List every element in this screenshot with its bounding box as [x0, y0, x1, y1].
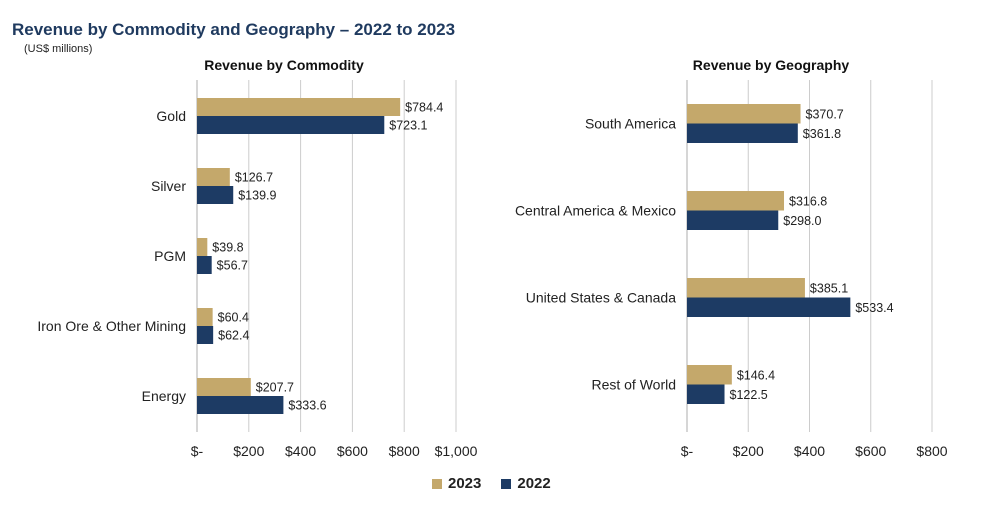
data-label: $533.4: [855, 301, 893, 315]
data-label: $385.1: [810, 281, 848, 295]
data-label: $784.4: [405, 101, 443, 115]
data-label: $60.4: [218, 311, 249, 325]
data-label: $56.7: [217, 259, 248, 273]
data-label: $126.7: [235, 171, 273, 185]
legend-label-2023: 2023: [448, 475, 482, 492]
data-label: $370.7: [806, 107, 844, 121]
legend-swatch-2023: [432, 478, 442, 489]
category-label: United States & Canada: [526, 290, 676, 306]
bar-2022: [687, 384, 725, 404]
category-label: Rest of World: [591, 377, 676, 393]
page-title: Revenue by Commodity and Geography – 202…: [12, 20, 456, 39]
bar-2023: [687, 278, 805, 298]
x-tick-label: $-: [681, 443, 694, 459]
bar-2023: [687, 365, 732, 385]
bar-2022: [687, 297, 851, 317]
bar-2023: [197, 238, 208, 256]
data-label: $361.8: [803, 127, 841, 141]
data-label: $207.7: [256, 381, 294, 395]
x-tick-label: $200: [733, 443, 764, 459]
data-label: $39.8: [212, 241, 243, 255]
bar-2022: [687, 123, 798, 143]
chart-title: Revenue by Commodity: [204, 57, 364, 73]
data-label: $316.8: [789, 194, 827, 208]
bar-2022: [687, 210, 779, 230]
bar-2023: [197, 308, 213, 326]
bar-2023: [687, 104, 801, 124]
category-label: Gold: [156, 108, 186, 124]
legend-swatch-2022: [501, 478, 512, 489]
category-label: Energy: [142, 388, 186, 404]
category-label: Iron Ore & Other Mining: [37, 318, 186, 334]
x-tick-label: $600: [337, 443, 368, 459]
x-tick-label: $400: [285, 443, 316, 459]
bar-2022: [197, 256, 212, 274]
bar-2023: [687, 191, 785, 211]
bar-2022: [197, 186, 234, 204]
data-label: $62.4: [218, 329, 249, 343]
page-subtitle: (US$ millions): [24, 43, 93, 55]
x-tick-label: $400: [794, 443, 825, 459]
legend-label-2022: 2022: [517, 475, 551, 492]
bar-2022: [197, 396, 284, 414]
x-tick-label: $200: [233, 443, 264, 459]
data-label: $298.0: [783, 214, 821, 228]
category-label: PGM: [154, 248, 186, 264]
x-tick-label: $600: [855, 443, 886, 459]
category-label: Silver: [151, 178, 186, 194]
chart-title: Revenue by Geography: [693, 57, 850, 73]
x-tick-label: $800: [916, 443, 947, 459]
data-label: $122.5: [730, 388, 768, 402]
x-tick-label: $1,000: [435, 443, 478, 459]
category-label: South America: [585, 116, 676, 132]
bar-2022: [197, 116, 385, 134]
bar-2023: [197, 98, 401, 116]
x-tick-label: $-: [191, 443, 204, 459]
data-label: $139.9: [238, 189, 276, 203]
bar-2022: [197, 326, 214, 344]
category-label: Central America & Mexico: [515, 203, 676, 219]
data-label: $146.4: [737, 368, 775, 382]
bar-2023: [197, 378, 251, 396]
data-label: $333.6: [288, 399, 326, 413]
legend-item-2023: 2023: [432, 475, 481, 492]
bar-2023: [197, 168, 230, 186]
data-label: $723.1: [389, 119, 427, 133]
legend-item-2022: 2022: [501, 475, 551, 492]
legend: 2023 2022: [432, 475, 571, 492]
x-tick-label: $800: [389, 443, 420, 459]
